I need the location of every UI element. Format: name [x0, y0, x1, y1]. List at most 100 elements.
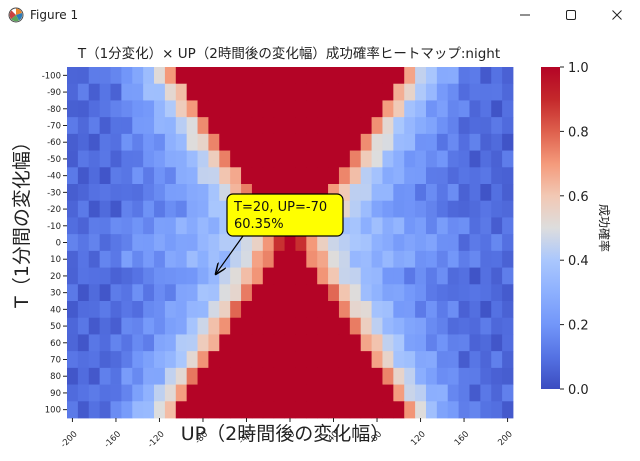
heatmap-cell — [208, 250, 220, 268]
heatmap-cell — [186, 100, 198, 118]
heatmap-cell — [175, 234, 188, 252]
heatmap-cell — [404, 317, 416, 335]
heatmap-cell — [502, 133, 514, 151]
heatmap-cell — [219, 217, 231, 235]
heatmap-cell — [77, 384, 90, 402]
heatmap-cell — [491, 200, 503, 218]
heatmap-cell — [404, 351, 416, 369]
heatmap-cell — [360, 100, 372, 118]
heatmap-cell — [306, 284, 318, 302]
heatmap-cell — [393, 133, 405, 151]
heatmap-cell — [360, 267, 372, 285]
colorbar: 0.0 0.2 0.4 0.6 0.8 1.0 成功確率 — [541, 61, 612, 398]
heatmap-cell — [186, 250, 198, 268]
heatmap-cell — [415, 317, 427, 335]
heatmap-cell — [491, 351, 503, 369]
heatmap-cell — [436, 284, 449, 302]
heatmap-cell — [186, 200, 198, 218]
heatmap-cell — [219, 184, 231, 202]
heatmap-cell — [262, 117, 275, 135]
heatmap-cell — [262, 100, 275, 118]
heatmap-cell — [251, 117, 264, 135]
heatmap-cell — [393, 67, 405, 85]
heatmap-cell — [436, 117, 449, 135]
heatmap-cell — [404, 401, 416, 419]
heatmap-cell — [67, 234, 79, 252]
heatmap-cell — [99, 100, 111, 118]
heatmap-cell — [67, 267, 79, 285]
heatmap-cell — [425, 284, 438, 302]
heatmap-cell — [404, 217, 416, 235]
heatmap-cell — [197, 234, 209, 252]
heatmap-cell — [121, 217, 133, 235]
heatmap-cell — [132, 284, 144, 302]
heatmap-cell — [491, 334, 503, 352]
heatmap-cell — [154, 117, 166, 135]
heatmap-cell — [143, 301, 155, 319]
heatmap-cell — [154, 334, 166, 352]
heatmap-cell — [338, 384, 351, 402]
heatmap-cell — [295, 133, 307, 151]
heatmap-cell — [447, 83, 460, 101]
heatmap-cell — [110, 401, 122, 419]
heatmap-cell — [349, 317, 362, 335]
heatmap-cell — [491, 367, 503, 385]
heatmap-cell — [219, 334, 231, 352]
heatmap-cell — [241, 150, 253, 168]
heatmap-cell — [121, 200, 133, 218]
y-tick-label: -70 — [47, 122, 61, 132]
y-tick-label: -90 — [47, 88, 61, 98]
heatmap-cell — [219, 100, 231, 118]
heatmap-cell — [306, 150, 318, 168]
heatmap-cell — [251, 267, 264, 285]
heatmap-cell — [208, 83, 220, 101]
heatmap-cell — [241, 250, 253, 268]
heatmap-cell — [241, 367, 253, 385]
heatmap-cell — [328, 67, 340, 85]
heatmap-cell — [425, 184, 438, 202]
y-tick-label: -20 — [47, 205, 61, 215]
heatmap-cell — [371, 133, 383, 151]
x-tick-label: -160 — [102, 429, 123, 450]
heatmap-cell — [360, 401, 372, 419]
y-tick-label: -100 — [42, 71, 61, 81]
heatmap-cell — [295, 401, 307, 419]
heatmap-cell — [67, 167, 79, 185]
heatmap-cell — [219, 167, 231, 185]
heatmap-cell — [469, 117, 481, 135]
heatmap-cell — [273, 351, 285, 369]
heatmap-cell — [436, 234, 449, 252]
close-button[interactable] — [594, 0, 640, 30]
minimize-button[interactable] — [502, 0, 548, 30]
heatmap-cell — [121, 334, 133, 352]
heatmap-cell — [382, 100, 394, 118]
heatmap-cell — [338, 133, 351, 151]
heatmap-cell — [284, 301, 296, 319]
heatmap-cell — [360, 200, 372, 218]
heatmap-cell — [295, 384, 307, 402]
heatmap-cell — [458, 100, 470, 118]
heatmap-cell — [425, 117, 438, 135]
heatmap-cell — [197, 217, 209, 235]
heatmap-cell — [306, 100, 318, 118]
chart-title: T（1分変化）× UP（2時間後の変化幅）成功確率ヒートマップ:night — [77, 45, 500, 62]
heatmap-cell — [99, 117, 111, 135]
heatmap-cell — [77, 67, 90, 85]
heatmap-cell — [502, 150, 514, 168]
heatmap-cell — [328, 133, 340, 151]
maximize-button[interactable] — [548, 0, 594, 30]
heatmap-cell — [208, 133, 220, 151]
heatmap-cell — [154, 150, 166, 168]
heatmap-cell — [132, 184, 144, 202]
heatmap-cell — [480, 100, 492, 118]
heatmap-cell — [371, 284, 383, 302]
heatmap-cell — [415, 133, 427, 151]
heatmap-cell — [415, 184, 427, 202]
heatmap-cell — [67, 200, 79, 218]
heatmap-cell — [110, 384, 122, 402]
heatmap-cell — [371, 234, 383, 252]
y-tick-label: 100 — [45, 406, 61, 416]
heatmap-cell — [317, 301, 329, 319]
heatmap-cell — [338, 401, 351, 419]
y-tick-label: -60 — [47, 138, 61, 148]
